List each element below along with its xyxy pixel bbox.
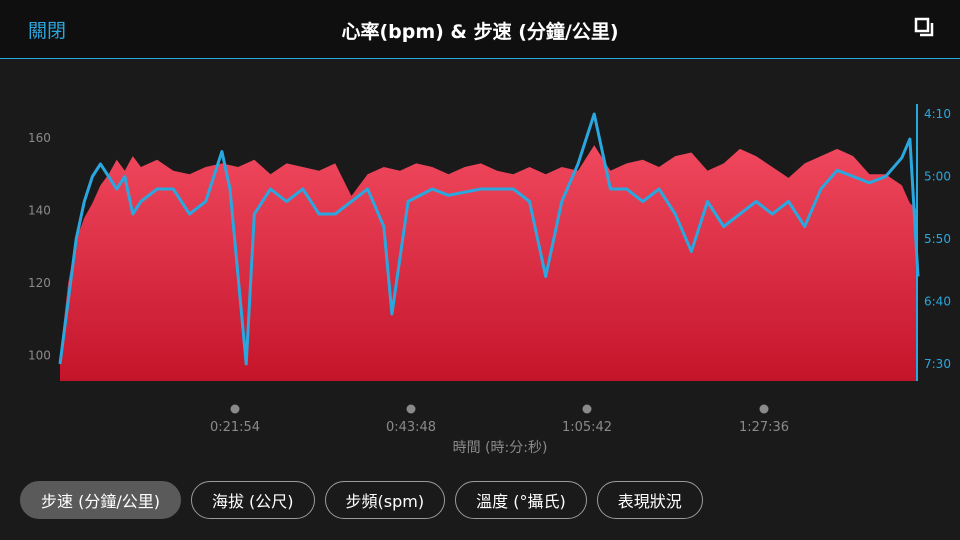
x-tick-label-3: 1:27:36 — [739, 420, 789, 435]
left-axis-tick-3: 160 — [28, 131, 51, 145]
x-tick-dot-3 — [759, 404, 769, 414]
right-axis-tick-1: 5:00 — [924, 170, 951, 184]
page-title: 心率(bpm) & 步速 (分鐘/公里) — [341, 21, 619, 43]
right-axis-tick-2: 5:50 — [924, 232, 951, 246]
fullscreen-icon[interactable] — [914, 17, 936, 39]
x-tick-label-1: 0:43:48 — [386, 420, 436, 435]
x-tick-label-0: 0:21:54 — [210, 420, 260, 435]
tab-performance[interactable]: 表現狀況 — [596, 481, 703, 519]
close-button[interactable]: 關閉 — [28, 20, 67, 42]
left-axis-tick-0: 100 — [28, 349, 51, 363]
right-axis-tick-3: 6:40 — [924, 295, 951, 309]
tab-pace[interactable]: 步速 (分鐘/公里) — [20, 481, 181, 519]
x-tick-dot-2 — [582, 404, 592, 414]
left-axis-tick-1: 120 — [28, 276, 51, 290]
metric-tabs: 步速 (分鐘/公里) 海拔 (公尺) 步頻(spm) 溫度 (°攝氏) 表現狀況 — [20, 481, 703, 521]
x-tick-dot-0 — [230, 404, 240, 414]
x-axis-label: 時間 (時:分:秒) — [453, 440, 548, 456]
right-axis-tick-4: 7:30 — [924, 357, 951, 371]
tab-temperature[interactable]: 溫度 (°攝氏) — [455, 481, 587, 519]
heart-rate-area — [60, 145, 918, 381]
x-tick-dot-1 — [406, 404, 416, 414]
pace-line — [58, 112, 920, 366]
left-axis-tick-2: 140 — [28, 204, 51, 218]
right-axis-tick-0: 4:10 — [924, 107, 951, 121]
x-tick-label-2: 1:05:42 — [562, 420, 612, 435]
heart-rate-pace-chart[interactable]: 100 120 140 160 4:10 5:00 5:50 6:40 7:30 0:21:54 0… — [0, 59, 960, 479]
header-bar: 關閉 心率(bpm) & 步速 (分鐘/公里) — [0, 0, 960, 59]
tab-elevation[interactable]: 海拔 (公尺) — [190, 481, 315, 519]
tab-cadence[interactable]: 步頻(spm) — [324, 481, 446, 519]
